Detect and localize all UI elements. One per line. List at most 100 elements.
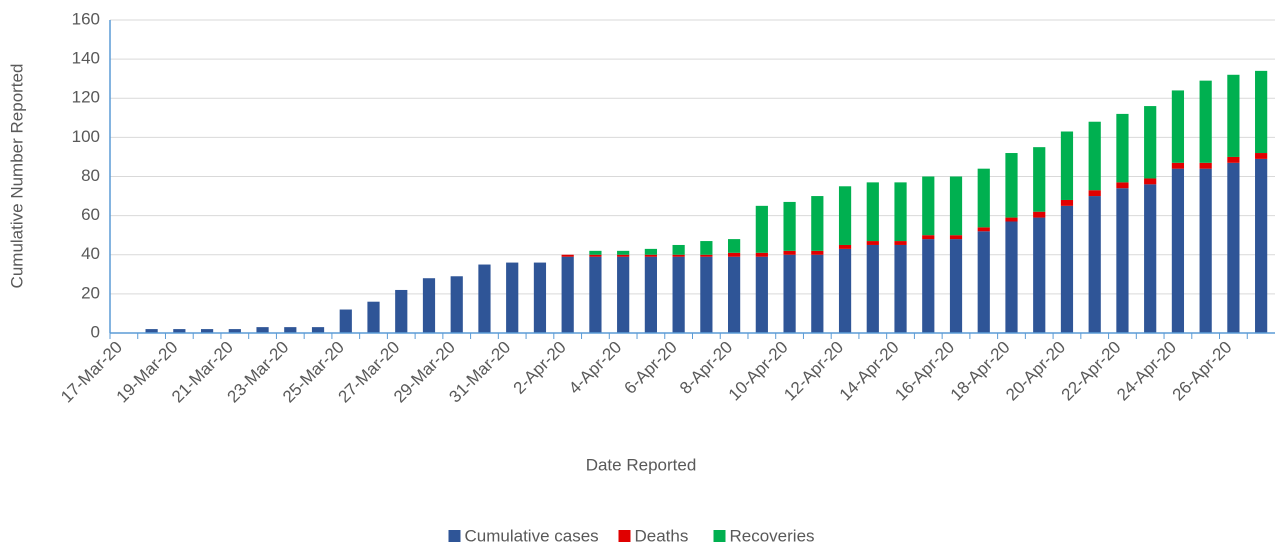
bar-segment <box>367 301 380 333</box>
y-tick-label: 0 <box>91 322 100 341</box>
legend-swatch <box>713 530 726 542</box>
x-axis-title: Date Reported <box>586 455 697 474</box>
bar-segment <box>700 241 713 255</box>
bar-segment <box>1088 121 1101 191</box>
bar-segment <box>838 186 852 245</box>
bar-segment <box>1005 153 1018 218</box>
bar-segment <box>922 176 935 236</box>
bar-segment <box>949 239 963 333</box>
bar-segment <box>1116 182 1129 189</box>
bar-segment <box>1116 113 1129 183</box>
bar-segment <box>644 256 657 333</box>
y-tick-label: 40 <box>81 244 100 263</box>
bar-segment <box>284 327 297 333</box>
x-tick-label: 10-Apr-20 <box>725 338 792 405</box>
bar-segment <box>866 241 879 245</box>
bar-segment <box>894 182 907 242</box>
x-tick-label: 24-Apr-20 <box>1113 338 1180 405</box>
bar-segment <box>977 231 990 333</box>
bar-segment <box>644 254 657 257</box>
x-tick-label: 12-Apr-20 <box>780 338 847 405</box>
bar-segment <box>894 241 907 245</box>
x-tick-label: 31-Mar-20 <box>445 338 514 407</box>
y-tick-label: 140 <box>72 49 100 68</box>
bar-segment <box>1005 217 1018 222</box>
bar-segment <box>1255 158 1268 333</box>
bar-segment <box>1060 199 1074 206</box>
bar-segment <box>1227 74 1240 157</box>
bar-segment <box>589 254 602 257</box>
y-tick-label: 120 <box>72 88 100 107</box>
y-axis-title: Cumulative Number Reported <box>7 64 26 289</box>
y-tick-label: 100 <box>72 127 100 146</box>
bar-segment <box>977 227 990 232</box>
x-tick-label: 4-Apr-20 <box>565 338 625 398</box>
bar-segment <box>1005 221 1018 333</box>
legend-swatch <box>618 530 631 542</box>
bar-segment <box>700 254 713 257</box>
bar-segment <box>1033 147 1046 212</box>
x-tick-label: 22-Apr-20 <box>1058 338 1125 405</box>
bar-segment <box>811 254 824 333</box>
bar-segment <box>811 196 824 251</box>
bar-segment <box>922 235 935 240</box>
bar-segment <box>1144 184 1157 333</box>
bar-segment <box>1171 168 1185 333</box>
bar-segment <box>228 329 241 333</box>
bar-segment <box>672 254 685 257</box>
bar-segment <box>949 235 963 240</box>
bar-segment <box>672 244 685 255</box>
bar-segment <box>311 327 325 333</box>
bar-segment <box>1088 190 1101 197</box>
bar-segment <box>561 254 574 257</box>
bar-segment <box>783 254 796 333</box>
y-tick-label: 80 <box>81 166 100 185</box>
bar-segment <box>866 182 879 242</box>
legend-label: Deaths <box>635 526 689 545</box>
bar-segment <box>838 248 852 333</box>
bar-segment <box>1199 80 1212 163</box>
bar-segment <box>894 244 907 333</box>
legend-swatch <box>448 530 461 542</box>
bar-segment <box>1144 178 1157 185</box>
bar-segment <box>922 239 935 333</box>
bar-segment <box>1171 162 1185 169</box>
bar-segment <box>422 278 436 333</box>
bar-segment <box>1060 131 1074 200</box>
bar-segment <box>700 256 713 333</box>
bar-segment <box>1144 106 1157 179</box>
x-tick-label: 26-Apr-20 <box>1169 338 1236 405</box>
bar-segment <box>506 262 519 333</box>
bar-segment <box>728 252 741 257</box>
bar-segment <box>617 250 630 255</box>
bar-segment <box>644 248 657 255</box>
bar-segment <box>1199 162 1212 169</box>
bar-segment <box>1227 162 1240 333</box>
bar-segment <box>1088 196 1101 333</box>
bar-segment <box>173 329 186 333</box>
bar-segment <box>617 254 630 257</box>
bar-segment <box>755 252 768 257</box>
bar-segment <box>1116 188 1129 333</box>
y-tick-label: 160 <box>72 9 100 28</box>
bar-segment <box>145 329 158 333</box>
x-tick-label: 18-Apr-20 <box>947 338 1014 405</box>
bar-segment <box>200 329 214 333</box>
bar-segment <box>1255 153 1268 159</box>
bar-segment <box>1199 168 1212 333</box>
bar-segment <box>866 244 879 333</box>
x-tick-label: 14-Apr-20 <box>836 338 903 405</box>
x-tick-label: 2-Apr-20 <box>510 338 570 398</box>
bar-segment <box>395 289 408 333</box>
bar-segment <box>811 250 824 255</box>
bar-segment <box>617 256 630 333</box>
bar-segment <box>533 262 547 333</box>
bar-segment <box>949 176 963 236</box>
bar-segment <box>783 201 796 251</box>
bar-segment <box>589 256 602 333</box>
bar-segment <box>783 250 796 255</box>
bar-segment <box>728 256 741 333</box>
bar-segment <box>977 168 990 228</box>
bar-segment <box>1060 205 1074 333</box>
bar-segment <box>1033 211 1046 218</box>
